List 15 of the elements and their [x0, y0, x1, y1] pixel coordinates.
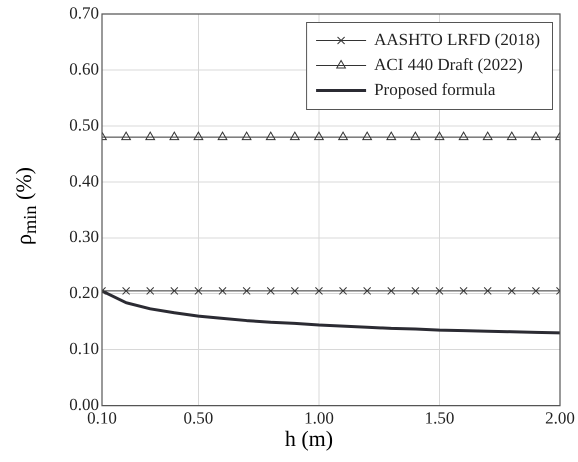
- x-tick-label: 0.50: [184, 408, 214, 428]
- y-tick-label: 0.40: [69, 171, 99, 190]
- y-tick-label: 0.70: [69, 3, 99, 22]
- y-tick-label: 0.30: [69, 227, 99, 246]
- legend-label: Proposed formula: [374, 80, 496, 99]
- x-axis-title: h (m): [284, 426, 334, 452]
- x-tick-label: 1.50: [424, 408, 454, 428]
- x-tick-label: 1.00: [304, 408, 334, 428]
- y-tick-label: 0.10: [69, 339, 99, 358]
- legend-label: AASHTO LRFD (2018): [374, 30, 540, 49]
- y-tick-label: 0.60: [69, 59, 99, 78]
- x-tick-label: 2.00: [545, 408, 575, 428]
- legend-label: ACI 440 Draft (2022): [374, 54, 523, 74]
- y-tick-label: 0.20: [69, 283, 99, 302]
- y-tick-label: 0.50: [69, 115, 99, 134]
